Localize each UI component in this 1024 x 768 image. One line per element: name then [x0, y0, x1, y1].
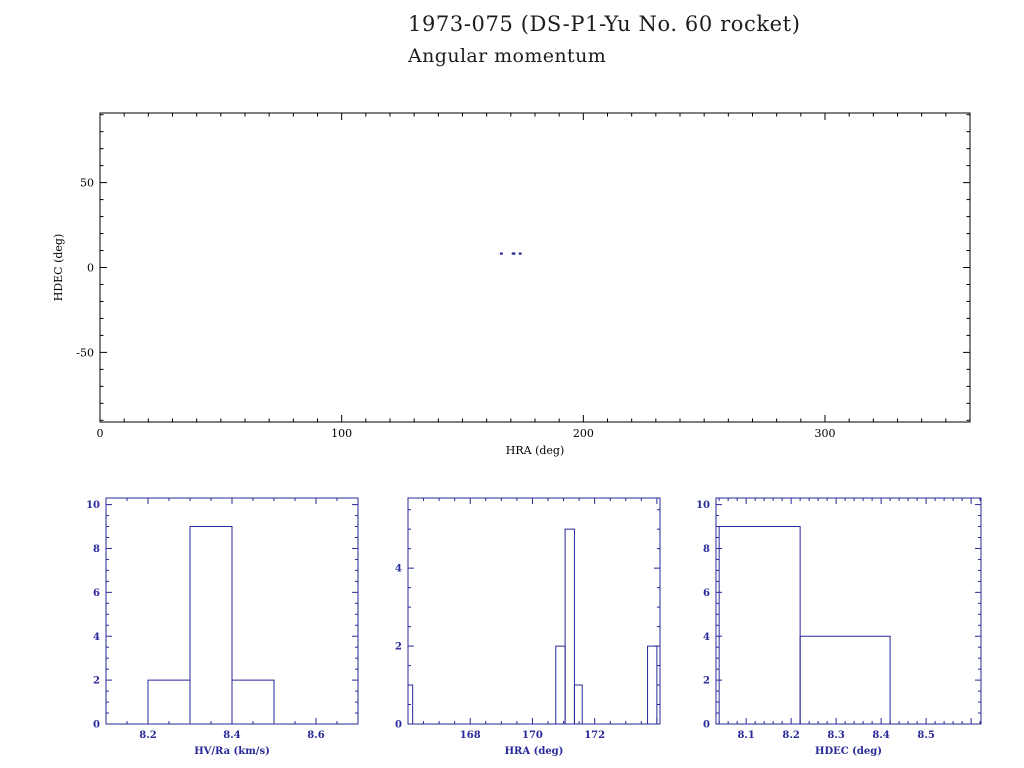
svg-text:HV/Ra (km/s): HV/Ra (km/s) [194, 746, 270, 757]
svg-text:8.5: 8.5 [917, 730, 934, 741]
svg-text:8.1: 8.1 [737, 730, 754, 741]
svg-text:6: 6 [703, 588, 710, 599]
svg-text:100: 100 [331, 427, 352, 440]
svg-text:8: 8 [703, 544, 710, 555]
hdec-histogram: 8.1 8.2 8.3 8.4 8.5 0 2 4 6 8 10 HDEC (deg) [696, 497, 982, 757]
svg-text:170: 170 [522, 730, 543, 741]
svg-text:HRA (deg): HRA (deg) [506, 444, 565, 457]
svg-text:8: 8 [93, 544, 100, 555]
svg-text:0: 0 [97, 427, 104, 440]
svg-text:168: 168 [460, 730, 481, 741]
hra-histogram: 168 170 172 0 2 4 HRA (deg) [395, 497, 661, 757]
svg-text:172: 172 [584, 730, 605, 741]
svg-text:8.4: 8.4 [223, 730, 240, 741]
svg-text:HDEC (deg): HDEC (deg) [815, 746, 882, 757]
sky-scatter-plot: 0 100 200 300 -50 0 50 HRA (deg) HDEC (deg) [52, 112, 971, 457]
svg-text:8.2: 8.2 [782, 730, 799, 741]
figure-title-block: 1973-075 (DS-P1-Yu No. 60 rocket) Angula… [408, 12, 801, 67]
svg-text:50: 50 [80, 177, 94, 190]
svg-text:10: 10 [86, 500, 100, 511]
svg-text:4: 4 [703, 632, 710, 643]
hvra-histogram: 8.2 8.4 8.6 0 2 4 6 8 10 HV/Ra (km/s) [86, 497, 359, 757]
figure-title: 1973-075 (DS-P1-Yu No. 60 rocket) [408, 12, 801, 36]
svg-text:2: 2 [395, 642, 402, 653]
svg-text:4: 4 [395, 564, 402, 575]
svg-text:0: 0 [703, 720, 710, 731]
svg-text:0: 0 [395, 720, 402, 731]
svg-text:6: 6 [93, 588, 100, 599]
svg-text:HDEC (deg): HDEC (deg) [52, 234, 65, 302]
svg-text:200: 200 [573, 427, 594, 440]
svg-text:8.2: 8.2 [139, 730, 156, 741]
svg-text:8.6: 8.6 [307, 730, 324, 741]
svg-text:300: 300 [815, 427, 836, 440]
figure-subtitle: Angular momentum [408, 45, 607, 67]
svg-text:10: 10 [696, 500, 710, 511]
svg-text:0: 0 [93, 720, 100, 731]
svg-text:2: 2 [93, 676, 100, 687]
svg-text:8.3: 8.3 [827, 730, 844, 741]
svg-text:4: 4 [93, 632, 100, 643]
svg-text:2: 2 [703, 676, 710, 687]
svg-text:HRA (deg): HRA (deg) [505, 746, 564, 757]
svg-text:0: 0 [87, 261, 94, 274]
svg-text:-50: -50 [76, 346, 94, 359]
svg-text:8.4: 8.4 [872, 730, 889, 741]
